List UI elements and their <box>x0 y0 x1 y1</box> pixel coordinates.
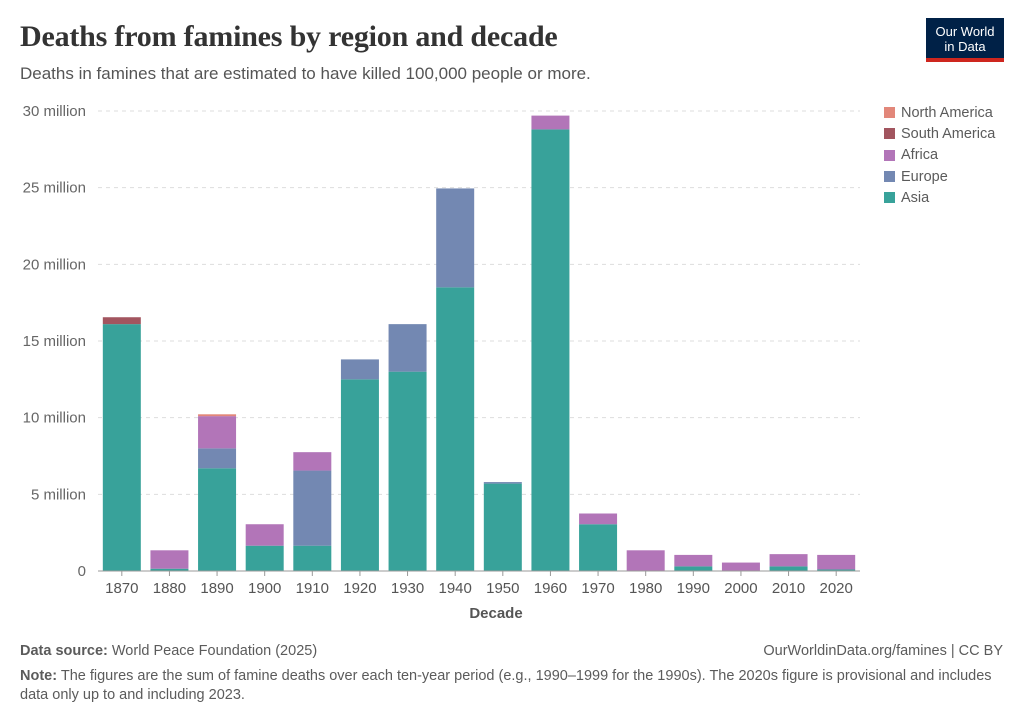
x-tick-label: 1980 <box>629 580 662 597</box>
x-tick-label: 2000 <box>724 580 757 597</box>
legend-label: Africa <box>901 147 939 164</box>
owid-logo[interactable]: Our World in Data <box>926 18 1004 62</box>
legend-swatch <box>884 128 895 140</box>
y-tick-label: 10 million <box>23 410 86 427</box>
chart-title: Deaths from famines by region and decade <box>20 20 558 53</box>
source-label: Data source: <box>20 643 108 659</box>
bar-segment[interactable] <box>436 287 475 571</box>
legend-swatch <box>884 192 895 204</box>
bar-segment[interactable] <box>293 470 332 546</box>
note-text: The figures are the sum of famine deaths… <box>20 668 992 703</box>
bar-segment[interactable] <box>626 550 665 571</box>
legend-swatch <box>884 107 895 119</box>
x-tick-label: 1880 <box>153 580 186 597</box>
x-axis-title: Decade <box>469 605 522 622</box>
legend-item[interactable]: Europe <box>884 166 995 187</box>
x-tick-label: 1950 <box>486 580 519 597</box>
note-label: Note: <box>20 668 58 684</box>
x-tick-label: 1990 <box>677 580 710 597</box>
x-tick-label: 2020 <box>820 580 853 597</box>
bar-segment[interactable] <box>483 483 522 571</box>
bar-segment[interactable] <box>388 371 427 571</box>
x-tick-label: 1960 <box>534 580 567 597</box>
x-tick-label: 1930 <box>391 580 424 597</box>
bar-segment[interactable] <box>579 513 618 525</box>
chart-legend: North America South America Africa Europe As… <box>884 102 995 208</box>
legend-item[interactable]: Africa <box>884 145 995 166</box>
data-source: Data source: World Peace Foundation (202… <box>20 643 317 659</box>
bar-segment[interactable] <box>198 448 237 469</box>
bar-segment[interactable] <box>245 524 284 546</box>
bar-segment[interactable] <box>102 317 141 325</box>
bar-segment[interactable] <box>531 115 570 130</box>
chart-note: Note: The figures are the sum of famine … <box>20 667 1005 705</box>
legend-label: Europe <box>901 168 948 185</box>
x-tick-label: 1970 <box>581 580 614 597</box>
bar-segment[interactable] <box>769 554 808 567</box>
y-tick-label: 0 <box>78 563 86 580</box>
bar-segment[interactable] <box>198 414 237 417</box>
bar-segment[interactable] <box>245 545 284 571</box>
bar-segment[interactable] <box>817 554 856 570</box>
bar-segment[interactable] <box>388 324 427 372</box>
legend-label: Asia <box>901 189 930 206</box>
logo-line-1: Our World <box>935 24 995 39</box>
x-tick-label: 1900 <box>248 580 281 597</box>
legend-item[interactable]: North America <box>884 102 995 123</box>
legend-label: North America <box>901 104 993 121</box>
bar-segment[interactable] <box>817 569 856 571</box>
bar-segment[interactable] <box>674 566 713 571</box>
bar-segment[interactable] <box>340 359 379 380</box>
source-text[interactable]: World Peace Foundation (2025) <box>111 643 318 659</box>
bar-segment[interactable] <box>579 524 618 571</box>
bar-segment[interactable] <box>150 550 189 569</box>
legend-swatch <box>884 171 895 183</box>
y-tick-label: 20 million <box>23 256 86 273</box>
legend-label: South America <box>901 125 996 142</box>
x-tick-label: 1920 <box>343 580 376 597</box>
legend-item[interactable]: South America <box>884 123 995 144</box>
bar-segment[interactable] <box>198 468 237 571</box>
legend-item[interactable]: Asia <box>884 187 995 208</box>
bar-segment[interactable] <box>769 566 808 571</box>
stacked-bar-chart: 0 5 million 10 million 15 million 20 million… <box>23 103 860 622</box>
bar-segment[interactable] <box>721 562 760 571</box>
bar-segment[interactable] <box>674 554 713 567</box>
bar-segment[interactable] <box>150 568 189 571</box>
bar-segment[interactable] <box>340 379 379 571</box>
y-tick-label: 25 million <box>23 180 86 197</box>
logo-line-2: in Data <box>944 39 986 54</box>
x-tick-label: 1890 <box>200 580 233 597</box>
y-tick-label: 15 million <box>23 333 86 350</box>
x-tick-label: 1870 <box>105 580 138 597</box>
source-url[interactable]: OurWorldinData.org/famines | CC BY <box>763 643 1003 659</box>
bar-segment[interactable] <box>293 545 332 571</box>
x-tick-label: 1940 <box>439 580 472 597</box>
chart-subtitle: Deaths in famines that are estimated to … <box>20 64 591 83</box>
legend-swatch <box>884 149 895 161</box>
bar-segment[interactable] <box>436 188 475 288</box>
bar-segment[interactable] <box>531 129 570 571</box>
bar-segment[interactable] <box>293 452 332 471</box>
x-tick-label: 1910 <box>296 580 329 597</box>
x-tick-label: 2010 <box>772 580 805 597</box>
bar-segment[interactable] <box>102 324 141 571</box>
y-tick-label: 5 million <box>31 486 86 503</box>
bar-segment[interactable] <box>198 416 237 449</box>
bar-segment[interactable] <box>483 482 522 484</box>
y-tick-label: 30 million <box>23 103 86 120</box>
